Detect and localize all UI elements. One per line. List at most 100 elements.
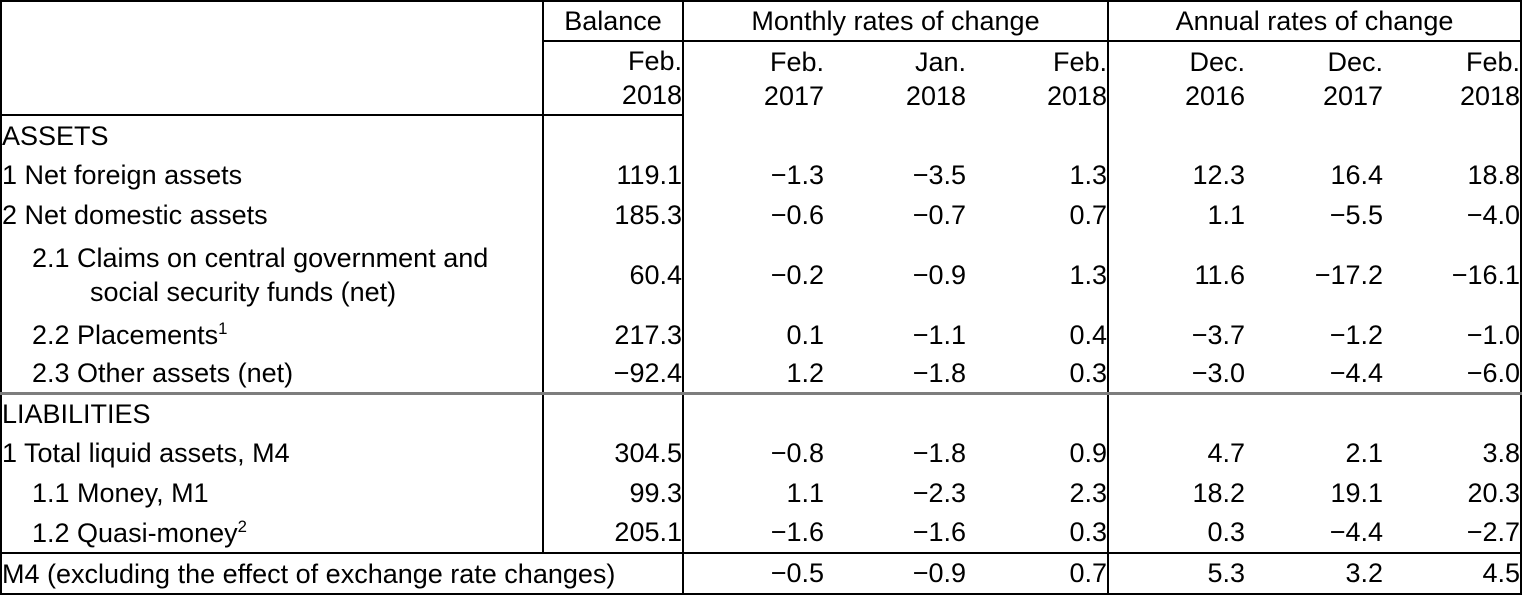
cell-monthly-3 bbox=[966, 391, 1110, 433]
subheader-month: Jan. bbox=[914, 46, 966, 77]
subheader-year: 2017 bbox=[763, 80, 824, 111]
row-quasi-money: 1.2 Quasi-money2 205.1 −1.6 −1.6 0.3 0.3… bbox=[1, 513, 1521, 553]
header-row-groups: Balance Monthly rates of change Annual r… bbox=[1, 1, 1522, 116]
cell-annual-2: −1.2 bbox=[1329, 319, 1384, 350]
row-label: 1.1 Money, M1 bbox=[1, 473, 544, 513]
cell-monthly-1: 1.2 bbox=[786, 357, 824, 388]
footnote-marker-2: 2 bbox=[237, 516, 247, 536]
cell-monthly-2: −0.9 bbox=[824, 552, 966, 594]
cell-annual-1: 1.1 bbox=[1207, 199, 1246, 230]
row-m4-excluding-exchange-rate: M4 (excluding the effect of exchange rat… bbox=[1, 552, 1522, 594]
cell-monthly-1: 1.1 bbox=[786, 477, 824, 508]
cell-annual-2: −4.4 bbox=[1329, 357, 1384, 388]
row-label-line2: social security funds (net) bbox=[90, 277, 397, 307]
subheader-month: Feb. bbox=[627, 46, 682, 76]
cell-annual-2 bbox=[1245, 391, 1384, 433]
cell-balance bbox=[543, 115, 684, 155]
cell-annual-1: 11.6 bbox=[1194, 259, 1246, 290]
row-label-text: 2.2 Placements bbox=[32, 320, 219, 350]
cell-monthly-1: −0.2 bbox=[770, 259, 824, 290]
cell-annual-2: 16.4 bbox=[1330, 159, 1384, 190]
subheader-year: 2018 bbox=[621, 80, 682, 110]
subheader-month: Dec. bbox=[1327, 46, 1384, 77]
cell-annual-3: 3.8 bbox=[1482, 437, 1521, 468]
cell-annual-3: 18.8 bbox=[1467, 159, 1521, 190]
row-label: 1 Net foreign assets bbox=[1, 155, 544, 195]
row-net-domestic-assets: 2 Net domestic assets 185.3 −0.6 −0.7 0.… bbox=[1, 195, 1521, 235]
cell-monthly-3: 0.4 bbox=[966, 315, 1110, 355]
cell-monthly-1 bbox=[683, 391, 824, 433]
subheader-monthly-3: Feb. 2018 bbox=[966, 41, 1110, 115]
footer-label: M4 (excluding the effect of exchange rat… bbox=[1, 552, 684, 594]
cell-annual-1: −3.7 bbox=[1191, 319, 1246, 350]
section-label: LIABILITIES bbox=[1, 391, 544, 433]
cell-monthly-1: −1.6 bbox=[770, 517, 824, 547]
cell-annual-1 bbox=[1108, 391, 1246, 433]
row-label: 1 Total liquid assets, M4 bbox=[1, 433, 544, 473]
cell-balance: 60.4 bbox=[543, 235, 684, 315]
cell-monthly-1: 0.1 bbox=[786, 319, 824, 350]
subheader-annual-3: Feb. 2018 bbox=[1383, 41, 1521, 115]
header-balance: Balance bbox=[543, 1, 684, 42]
subheader-year: 2018 bbox=[905, 80, 966, 111]
cell-annual-3: −1.0 bbox=[1466, 319, 1521, 350]
cell-annual-1 bbox=[1108, 115, 1245, 155]
row-placements: 2.2 Placements1 217.3 0.1 −1.1 0.4 −3.7 … bbox=[1, 315, 1521, 355]
cell-monthly-3: 0.7 bbox=[966, 552, 1110, 594]
cell-monthly-2: −1.8 bbox=[912, 357, 966, 388]
cell-annual-3: −6.0 bbox=[1466, 357, 1521, 388]
subheader-annual-2: Dec. 2017 bbox=[1245, 41, 1383, 115]
cell-annual-2: 19.1 bbox=[1330, 477, 1384, 508]
cell-balance bbox=[543, 391, 684, 433]
cell-monthly-1: −0.5 bbox=[683, 552, 824, 594]
subheader-month: Dec. bbox=[1189, 46, 1246, 77]
cell-balance: 217.3 bbox=[543, 315, 684, 355]
cell-annual-1: 18.2 bbox=[1192, 477, 1246, 508]
cell-balance: 304.5 bbox=[543, 433, 684, 473]
cell-monthly-2: −2.3 bbox=[912, 477, 966, 508]
cell-annual-2 bbox=[1245, 115, 1383, 155]
header-row-periods: Feb. 2018 Feb. 2017 Jan. 2018 Feb. 2018 … bbox=[1, 41, 1521, 116]
cell-annual-3: 4.5 bbox=[1383, 552, 1522, 594]
footnote-marker-1: 1 bbox=[218, 319, 228, 338]
cell-monthly-2: −0.9 bbox=[912, 259, 966, 290]
cell-annual-3 bbox=[1383, 391, 1522, 433]
cell-annual-3: −4.0 bbox=[1466, 199, 1521, 230]
cell-balance: −92.4 bbox=[543, 355, 684, 393]
section-label: ASSETS bbox=[1, 115, 544, 155]
subheader-month: Feb. bbox=[1052, 46, 1108, 77]
subheader-year: 2016 bbox=[1184, 80, 1246, 111]
cell-balance: 99.3 bbox=[543, 473, 684, 513]
header-monthly-rates: Monthly rates of change bbox=[683, 1, 1110, 42]
cell-monthly-3 bbox=[966, 115, 1110, 155]
cell-monthly-3: 0.3 bbox=[966, 513, 1110, 553]
row-label-line1: 2.1 Claims on central government and bbox=[32, 243, 489, 273]
subheader-balance-period: Feb. 2018 bbox=[543, 41, 684, 116]
row-label: 2.2 Placements1 bbox=[1, 315, 544, 355]
header-empty-cell bbox=[1, 1, 544, 116]
cell-monthly-2: −1.1 bbox=[912, 319, 966, 350]
section-row-assets: ASSETS bbox=[1, 115, 1521, 155]
subheader-month: Feb. bbox=[769, 46, 824, 77]
cell-annual-3: −2.7 bbox=[1466, 517, 1521, 547]
row-total-liquid-assets-m4: 1 Total liquid assets, M4 304.5 −0.8 −1.… bbox=[1, 433, 1521, 473]
cell-annual-3: 20.3 bbox=[1467, 477, 1521, 508]
cell-monthly-3: 0.7 bbox=[966, 195, 1110, 235]
cell-monthly-3: 0.3 bbox=[966, 355, 1110, 393]
subheader-month: Feb. bbox=[1465, 46, 1521, 77]
cell-monthly-2 bbox=[824, 391, 966, 433]
subheader-year: 2017 bbox=[1322, 80, 1384, 111]
cell-annual-2: 3.2 bbox=[1245, 552, 1384, 594]
cell-monthly-3: 1.3 bbox=[966, 155, 1110, 195]
row-label-text: 1.2 Quasi-money bbox=[32, 517, 238, 548]
row-label: 2 Net domestic assets bbox=[1, 195, 544, 235]
row-other-assets: 2.3 Other assets (net) −92.4 1.2 −1.8 0.… bbox=[1, 355, 1521, 393]
row-label: 2.1 Claims on central government and soc… bbox=[1, 235, 544, 315]
cell-monthly-1: −1.3 bbox=[770, 159, 824, 190]
cell-monthly-1: −0.8 bbox=[770, 437, 824, 468]
cell-annual-1: 5.3 bbox=[1108, 552, 1246, 594]
cell-annual-2: −5.5 bbox=[1329, 199, 1384, 230]
cell-monthly-1 bbox=[683, 115, 824, 155]
